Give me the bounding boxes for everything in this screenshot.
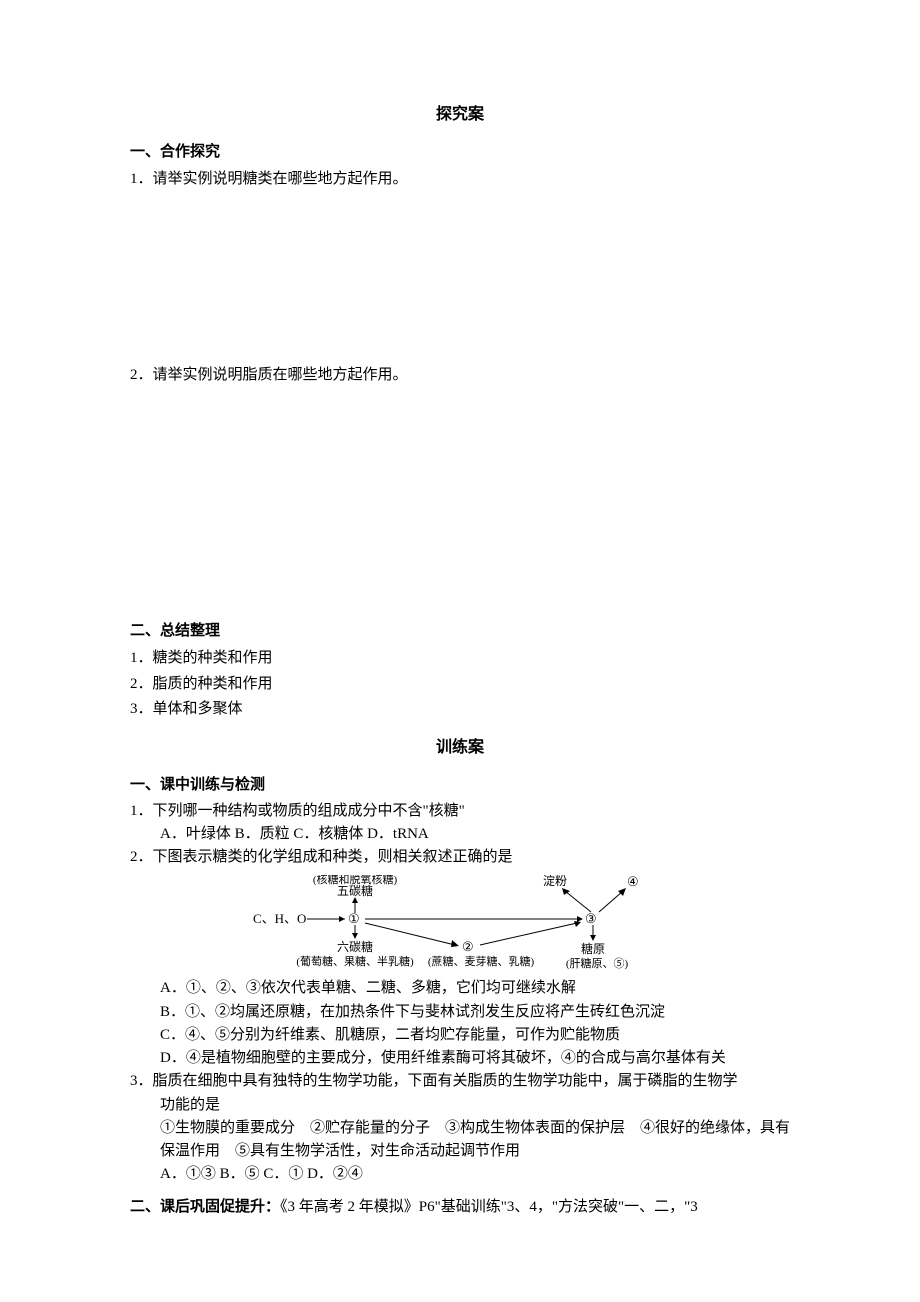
section1-header: 一、合作探究 <box>130 140 790 161</box>
s3-q3: 3．脂质在细胞中具有独特的生物学功能，下面有关脂质的生物学功能中，属于磷脂的生物… <box>130 1070 790 1093</box>
s3-q2d: D．④是植物细胞壁的主要成分，使用纤维素酶可将其破坏，④的合成与高尔基体有关 <box>130 1047 790 1070</box>
section3-header: 一、课中训练与检测 <box>130 773 790 794</box>
gap1 <box>130 193 790 363</box>
dia-n1: ① <box>348 911 360 926</box>
s3-q3cont: 功能的是 <box>130 1094 790 1117</box>
s2-i2: 2．脂质的种类和作用 <box>130 672 790 698</box>
section4-header: 二、课后巩固促提升： <box>130 1199 280 1215</box>
dia-hexose-bottom: (葡萄糖、果糖、半乳糖) <box>296 954 414 968</box>
s1-q2: 2．请举实例说明脂质在哪些地方起作用。 <box>130 363 790 389</box>
training-title: 训练案 <box>130 733 790 757</box>
dia-pentose-top: (核糖和脱氧核糖) <box>313 875 398 886</box>
dia-starch: 淀粉 <box>543 875 567 888</box>
dia-n3: ③ <box>585 911 597 926</box>
s2-i1: 1．糖类的种类和作用 <box>130 646 790 672</box>
s3-q2c: C．④、⑤分别为纤维素、肌糖原，二者均贮存能量，可作为贮能物质 <box>130 1024 790 1047</box>
s3-q1: 1．下列哪一种结构或物质的组成成分中不含"核糖" <box>130 800 790 823</box>
dia-n4: ④ <box>627 875 639 889</box>
dia-glycogen-bottom: (肝糖原、⑤) <box>566 956 629 970</box>
inquiry-title: 探究案 <box>130 100 790 124</box>
dia-disacc: (蔗糖、麦芽糖、乳糖) <box>428 954 535 968</box>
s2-i3: 3．单体和多聚体 <box>130 697 790 723</box>
dia-cho: C、H、O <box>253 911 306 926</box>
s3-q2: 2．下图表示糖类的化学组成和种类，则相关叙述正确的是 <box>130 846 790 869</box>
s3-q2b: B．①、②均属还原糖，在加热条件下与斐林试剂发生反应将产生砖红色沉淀 <box>130 1001 790 1024</box>
s3-q2a: A．①、②、③依次代表单糖、二糖、多糖，它们均可继续水解 <box>130 977 790 1000</box>
sugar-diagram: C、H、O ① 五碳糖 (核糖和脱氧核糖) 六碳糖 (葡萄糖、果糖、半乳糖) ②… <box>130 875 790 975</box>
s1-q1: 1．请举实例说明糖类在哪些地方起作用。 <box>130 167 790 193</box>
s3-q3opts: A．①③ B．⑤ C．① D．②④ <box>130 1163 790 1186</box>
s4-text: 《3 年高考 2 年模拟》P6"基础训练"3、4，"方法突破"一、二，"3 <box>280 1199 698 1215</box>
gap2 <box>130 388 790 613</box>
dia-glycogen: 糖原 <box>581 941 605 956</box>
s3-q1-options: A．叶绿体 B．质粒 C．核糖体 D．tRNA <box>130 823 790 846</box>
s3-q3list: ①生物膜的重要成分 ②贮存能量的分子 ③构成生物体表面的保护层 ④很好的绝缘体，… <box>130 1117 790 1164</box>
dia-hexose: 六碳糖 <box>337 939 373 954</box>
dia-n2: ② <box>462 939 474 954</box>
section2-header: 二、总结整理 <box>130 619 790 640</box>
